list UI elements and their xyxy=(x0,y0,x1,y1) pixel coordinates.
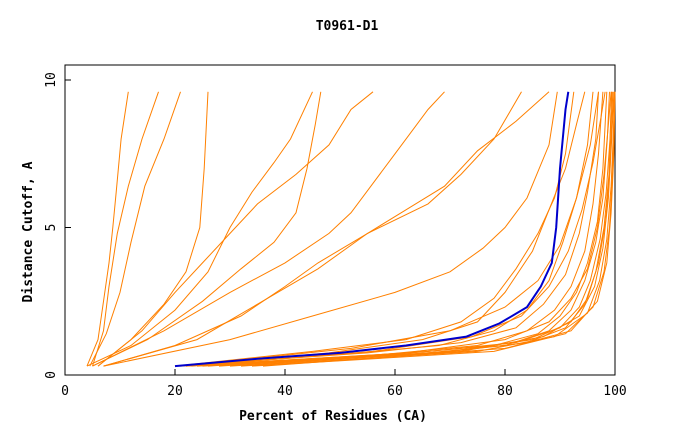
y-tick-label: 10 xyxy=(44,72,59,88)
model-series-line xyxy=(103,91,522,367)
chart-title: T0961-D1 xyxy=(316,19,379,34)
model-series-line xyxy=(218,91,614,367)
model-series-line xyxy=(97,91,209,367)
highlight-series-group xyxy=(174,91,570,368)
model-series-line xyxy=(185,91,612,367)
y-axis-ticks: 0 5 10 xyxy=(44,72,71,379)
x-axis-label: Percent of Residues (CA) xyxy=(239,409,427,424)
model-series-line xyxy=(103,91,558,367)
model-series-line xyxy=(191,91,606,367)
model-series-line xyxy=(251,91,615,367)
x-tick-label: 40 xyxy=(277,384,293,399)
model-series-line xyxy=(196,91,610,367)
x-tick-label: 60 xyxy=(387,384,403,399)
y-axis-label: Distance Cutoff, A xyxy=(21,161,36,302)
model-series-line xyxy=(240,91,615,367)
model-series-line xyxy=(92,91,159,367)
model-series-line xyxy=(92,91,322,367)
plot-frame xyxy=(64,64,616,376)
model-series-line xyxy=(174,91,599,367)
model-series-line xyxy=(92,91,445,367)
model-series-line xyxy=(229,91,615,367)
x-tick-label: 20 xyxy=(167,384,183,399)
model-series-line xyxy=(89,91,181,367)
model-series-line xyxy=(174,91,594,367)
y-tick-label: 0 xyxy=(44,371,59,379)
x-tick-label: 80 xyxy=(497,384,513,399)
model-series-line xyxy=(202,91,613,367)
highlight-series-line xyxy=(174,91,570,368)
model-series-line xyxy=(86,91,313,367)
x-tick-label: 100 xyxy=(603,384,626,399)
model-series-line xyxy=(103,91,550,367)
model-series-group xyxy=(86,91,616,367)
model-series-line xyxy=(207,91,613,367)
model-series-line xyxy=(180,91,599,367)
x-tick-label: 0 xyxy=(61,384,69,399)
x-axis-ticks: 0 20 40 60 80 100 xyxy=(61,369,627,399)
model-series-line xyxy=(174,91,586,367)
y-tick-label: 5 xyxy=(44,224,59,232)
model-series-line xyxy=(97,91,374,367)
model-series-line xyxy=(86,91,129,367)
model-series-line xyxy=(262,91,616,367)
model-series-line xyxy=(185,91,608,367)
